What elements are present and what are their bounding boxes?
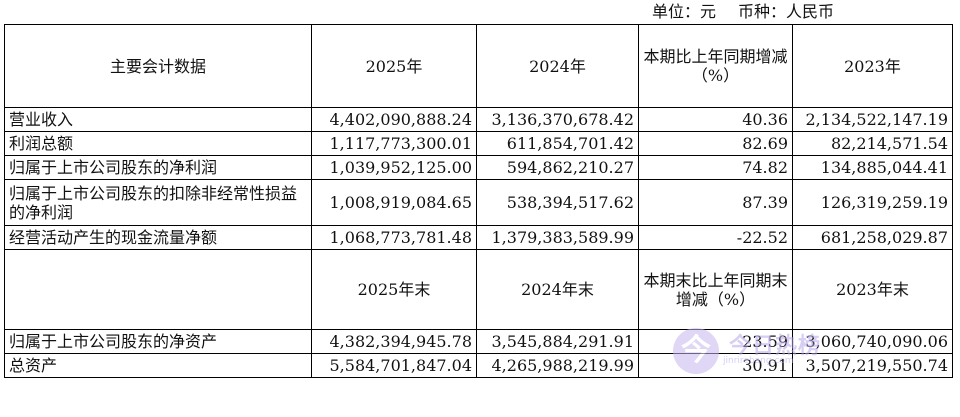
table-row: 归属于上市公司股东的净资产 4,382,394,945.78 3,545,884… [4, 329, 953, 354]
cell-2024: 611,854,701.42 [476, 131, 639, 156]
row-label: 归属于上市公司股东的净利润 [4, 155, 312, 180]
table-row: 营业收入 4,402,090,888.24 3,136,370,678.42 4… [4, 107, 953, 132]
cell-2023: 3,507,219,550.74 [792, 353, 953, 378]
header-2024: 2024年 [476, 24, 639, 108]
table-subheader-row: 2025年末 2024年末 本期末比上年同期末增减（%） 2023年末 [4, 249, 953, 330]
row-label: 经营活动产生的现金流量净额 [4, 225, 312, 250]
cell-change: 87.39 [638, 179, 793, 226]
cell-2024: 3,136,370,678.42 [476, 107, 639, 132]
table-row: 经营活动产生的现金流量净额 1,068,773,781.48 1,379,383… [4, 225, 953, 250]
unit-label: 单位：元 [652, 2, 717, 21]
table-row: 总资产 5,584,701,847.04 4,265,988,219.99 30… [4, 353, 953, 378]
financial-data-table: 主要会计数据 2025年 2024年 本期比上年同期增减（%） 2023年 营业… [4, 24, 953, 378]
cell-2023: 134,885,044.41 [792, 155, 953, 180]
currency-label: 币种：人民币 [738, 2, 835, 21]
cell-change: -22.52 [638, 225, 793, 250]
subheader-empty [4, 249, 312, 330]
cell-2023: 681,258,029.87 [792, 225, 953, 250]
cell-2023: 126,319,259.19 [792, 179, 953, 226]
row-label: 归属于上市公司股东的净资产 [4, 329, 312, 354]
cell-change: 30.91 [638, 353, 793, 378]
cell-2024: 594,862,210.27 [476, 155, 639, 180]
cell-2025: 4,402,090,888.24 [311, 107, 477, 132]
cell-2024: 4,265,988,219.99 [476, 353, 639, 378]
cell-2023: 2,134,522,147.19 [792, 107, 953, 132]
cell-2025: 1,039,952,125.00 [311, 155, 477, 180]
cell-2025: 4,382,394,945.78 [311, 329, 477, 354]
cell-change: 74.82 [638, 155, 793, 180]
cell-2025: 1,068,773,781.48 [311, 225, 477, 250]
cell-2025: 5,584,701,847.04 [311, 353, 477, 378]
header-2023: 2023年 [792, 24, 953, 108]
row-label: 归属于上市公司股东的扣除非经常性损益的净利润 [4, 179, 312, 226]
table-header-row: 主要会计数据 2025年 2024年 本期比上年同期增减（%） 2023年 [4, 24, 953, 108]
header-2025: 2025年 [311, 24, 477, 108]
table-row: 归属于上市公司股东的扣除非经常性损益的净利润 1,008,919,084.65 … [4, 179, 953, 226]
cell-2023: 82,214,571.54 [792, 131, 953, 156]
cell-2025: 1,008,919,084.65 [311, 179, 477, 226]
subheader-change: 本期末比上年同期末增减（%） [638, 249, 793, 330]
table-row: 归属于上市公司股东的净利润 1,039,952,125.00 594,862,2… [4, 155, 953, 180]
cell-change: 23.59 [638, 329, 793, 354]
cell-2024: 3,545,884,291.91 [476, 329, 639, 354]
subheader-2024-end: 2024年末 [476, 249, 639, 330]
row-label: 利润总额 [4, 131, 312, 156]
subheader-2023-end: 2023年末 [792, 249, 953, 330]
cell-2025: 1,117,773,300.01 [311, 131, 477, 156]
header-change: 本期比上年同期增减（%） [638, 24, 793, 108]
row-label: 营业收入 [4, 107, 312, 132]
header-main-data: 主要会计数据 [4, 24, 312, 108]
cell-change: 82.69 [638, 131, 793, 156]
cell-change: 40.36 [638, 107, 793, 132]
row-label: 总资产 [4, 353, 312, 378]
cell-2023: 3,060,740,090.06 [792, 329, 953, 354]
cell-2024: 538,394,517.62 [476, 179, 639, 226]
table-row: 利润总额 1,117,773,300.01 611,854,701.42 82.… [4, 131, 953, 156]
cell-2024: 1,379,383,589.99 [476, 225, 639, 250]
unit-line: 单位：元 币种：人民币 [652, 2, 834, 22]
subheader-2025-end: 2025年末 [311, 249, 477, 330]
